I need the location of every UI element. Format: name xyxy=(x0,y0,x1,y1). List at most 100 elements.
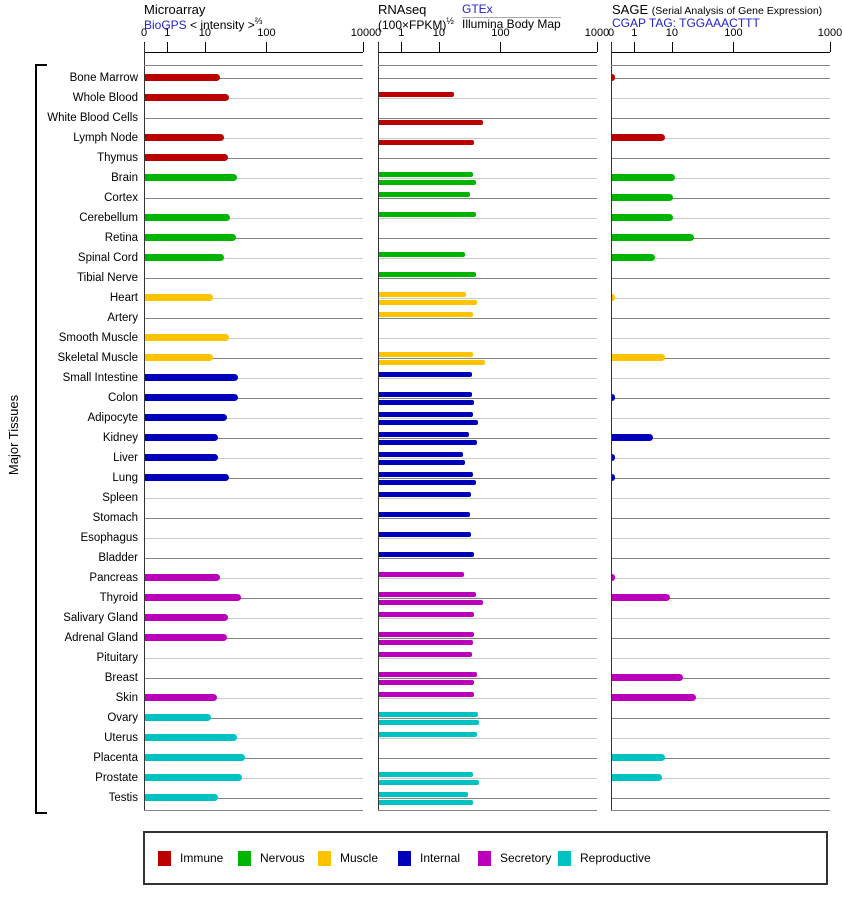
microarray-axis-tick-label: 1000 xyxy=(350,27,376,39)
microarray-axis-tick-label: 100 xyxy=(257,27,276,39)
sage-axis-tick xyxy=(634,42,636,52)
bar-rnaseq-gtex-adipocyte xyxy=(379,412,474,417)
rnaseq-plot xyxy=(378,65,597,810)
bar-rnaseq-gtex-prostate xyxy=(379,772,474,777)
row-gridline xyxy=(379,378,597,379)
row-gridline xyxy=(145,318,363,319)
row-gridline xyxy=(379,758,597,759)
bar-microarray-kidney xyxy=(145,434,219,441)
legend-item-muscle: Muscle xyxy=(318,850,398,866)
bar-microarray-small-intestine xyxy=(145,374,238,381)
row-gridline xyxy=(612,398,830,399)
rnaseq-axis-tick-label: 1 xyxy=(398,27,405,39)
row-gridline xyxy=(379,438,597,439)
tissue-label-prostate: Prostate xyxy=(95,772,138,784)
row-gridline xyxy=(379,178,597,179)
row-gridline xyxy=(145,638,363,639)
row-gridline xyxy=(612,458,830,459)
bar-rnaseq-gtex-adrenal-gland xyxy=(379,632,475,637)
bar-microarray-skin xyxy=(145,694,217,701)
bar-microarray-brain xyxy=(145,174,237,181)
bar-rnaseq-gtex-spinal-cord xyxy=(379,252,466,257)
muscle-color-swatch xyxy=(318,850,331,866)
row-gridline xyxy=(612,778,830,779)
row-gridline xyxy=(612,438,830,439)
sage-axis-tick-label: 0 xyxy=(607,27,615,39)
row-gridline xyxy=(145,398,363,399)
tissue-label-pituitary: Pituitary xyxy=(96,652,138,664)
legend-item-immune: Immune xyxy=(158,850,238,866)
row-gridline xyxy=(145,578,363,579)
bar-rnaseq-illumina-kidney xyxy=(379,440,477,445)
cgap-tag-link[interactable]: CGAP TAG: TGGAAACTTT xyxy=(612,16,760,30)
bar-rnaseq-gtex-pituitary xyxy=(379,652,472,657)
biogps-link[interactable]: BioGPS xyxy=(144,18,187,32)
rnaseq-axis-line xyxy=(378,52,597,53)
bar-rnaseq-illumina-adrenal-gland xyxy=(379,640,474,645)
microarray-subtitle: BioGPS < intensity >⅔ xyxy=(144,16,262,32)
bar-rnaseq-illumina-colon xyxy=(379,400,475,405)
microarray-axis-tick-label: 0 xyxy=(140,27,148,39)
row-gridline xyxy=(612,538,830,539)
sage-panel-bottom-border xyxy=(611,810,830,811)
row-gridline xyxy=(145,158,363,159)
bar-sage-breast xyxy=(612,674,683,681)
legend-label-muscle: Muscle xyxy=(340,851,379,865)
bar-sage-brain xyxy=(612,174,676,181)
gtex-link[interactable]: GTEx xyxy=(462,2,493,16)
tissue-label-skin: Skin xyxy=(115,692,138,704)
row-gridline xyxy=(145,758,363,759)
bar-sage-spinal-cord xyxy=(612,254,655,261)
row-gridline xyxy=(612,158,830,159)
row-gridline xyxy=(145,498,363,499)
row-gridline xyxy=(612,258,830,259)
row-gridline xyxy=(612,178,830,179)
row-gridline xyxy=(145,698,363,699)
row-gridline xyxy=(145,658,363,659)
bar-rnaseq-illumina-white-blood-cells xyxy=(379,120,483,125)
row-gridline xyxy=(379,498,597,499)
row-gridline xyxy=(379,618,597,619)
row-gridline xyxy=(145,298,363,299)
bar-rnaseq-gtex-liver xyxy=(379,452,464,457)
row-gridline xyxy=(612,558,830,559)
row-gridline xyxy=(379,158,597,159)
row-gridline xyxy=(612,638,830,639)
bar-rnaseq-gtex-skeletal-muscle xyxy=(379,352,473,357)
bar-microarray-lung xyxy=(145,474,230,481)
row-gridline xyxy=(145,678,363,679)
row-gridline xyxy=(145,178,363,179)
row-gridline xyxy=(612,238,830,239)
row-gridline xyxy=(612,418,830,419)
row-gridline xyxy=(612,518,830,519)
row-gridline xyxy=(379,678,597,679)
bar-rnaseq-gtex-uterus xyxy=(379,732,477,737)
row-gridline xyxy=(145,258,363,259)
row-gridline xyxy=(612,698,830,699)
bar-sage-colon xyxy=(612,394,615,401)
row-gridline xyxy=(612,358,830,359)
row-gridline xyxy=(379,198,597,199)
tissue-label-cerebellum: Cerebellum xyxy=(79,212,138,224)
sage-panel-left-border xyxy=(611,43,612,810)
rnaseq-axis-tick xyxy=(438,42,440,52)
bar-rnaseq-gtex-artery xyxy=(379,312,473,317)
row-gridline xyxy=(145,458,363,459)
sage-axis-tick xyxy=(733,42,735,52)
sage-axis-tick-label: 10 xyxy=(665,27,678,39)
sage-axis-tick xyxy=(671,42,673,52)
tissue-label-pancreas: Pancreas xyxy=(89,572,138,584)
tissue-label-bone-marrow: Bone Marrow xyxy=(69,72,138,84)
tissue-label-placenta: Placenta xyxy=(93,752,138,764)
row-gridline xyxy=(612,198,830,199)
sage-axis-tick-label: 100 xyxy=(724,27,743,39)
row-gridline xyxy=(379,718,597,719)
tissue-label-bladder: Bladder xyxy=(98,552,138,564)
legend-label-internal: Internal xyxy=(420,851,461,865)
bar-rnaseq-illumina-skeletal-muscle xyxy=(379,360,486,365)
row-gridline xyxy=(612,318,830,319)
row-gridline xyxy=(145,78,363,79)
row-gridline xyxy=(145,798,363,799)
row-gridline xyxy=(612,218,830,219)
bar-rnaseq-gtex-testis xyxy=(379,792,469,797)
